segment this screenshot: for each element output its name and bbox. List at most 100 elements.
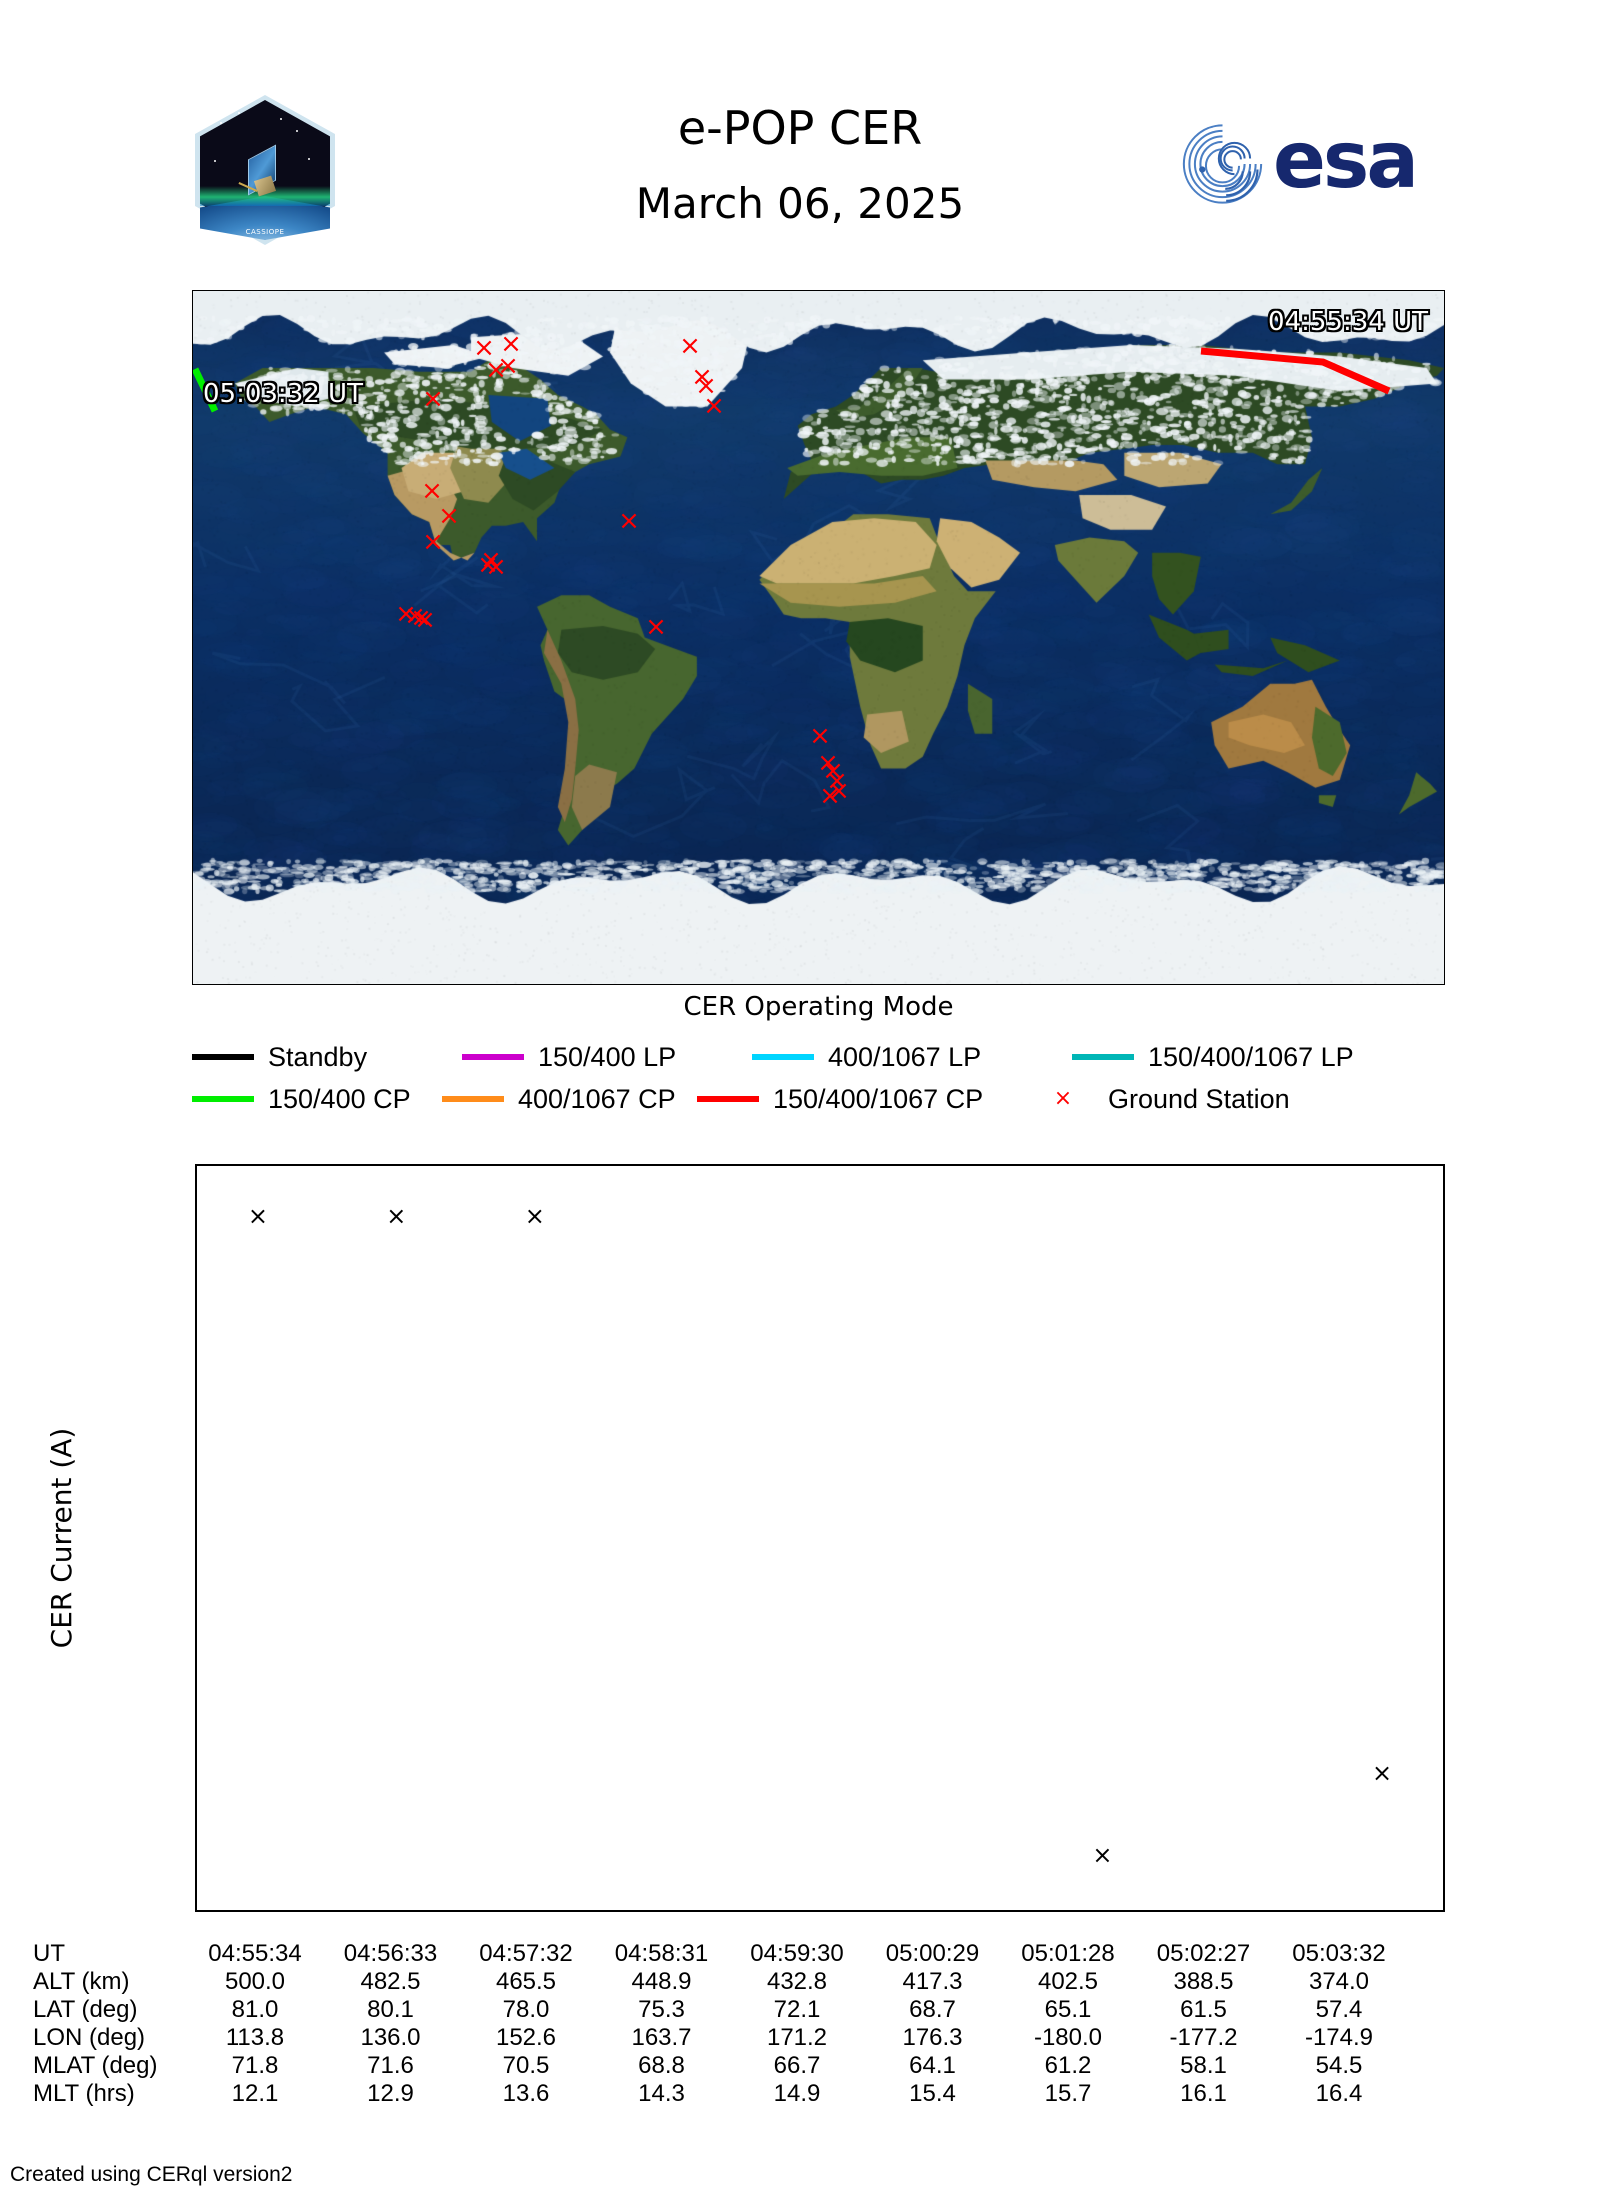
table-cell: 58.1 — [1129, 2052, 1279, 2080]
table-row: LON (deg) 113.8 136.0 152.6 163.7 171.2 176.3-… — [0, 2024, 1600, 2052]
legend-item-150-400-1067-cp[interactable]: 150/400/1067 CP — [697, 1082, 983, 1116]
scatter-point — [247, 1205, 269, 1227]
table-cell: 68.8 — [587, 2052, 737, 2080]
table-cell: 432.8 — [722, 1968, 872, 1996]
ground-station-marker: × — [809, 721, 831, 751]
table-cell: 14.3 — [587, 2080, 737, 2108]
table-cell: 68.7 — [858, 1996, 1008, 2024]
table-cell: 71.6 — [316, 2052, 466, 2080]
table-cell: 500.0 — [180, 1968, 330, 1996]
legend-row-2: 150/400 CP 400/1067 CP 150/400/1067 CP × Gro… — [192, 1082, 1452, 1116]
ground-station-marker: × — [500, 329, 522, 359]
patch-satellite-icon — [240, 152, 284, 196]
footer-credit: Created using CERql version2 — [10, 2163, 292, 2187]
table-cell: 113.8 — [180, 2024, 330, 2052]
table-cell: 78.0 — [451, 1996, 601, 2024]
legend-item-400-1067-lp[interactable]: 400/1067 LP — [752, 1040, 981, 1074]
legend-row-1: Standby 150/400 LP 400/1067 LP 150/400/1067… — [192, 1040, 1452, 1074]
legend-color-swatch — [462, 1054, 524, 1060]
legend-item-150-400-lp[interactable]: 150/400 LP — [462, 1040, 676, 1074]
table-cell: 14.9 — [722, 2080, 872, 2108]
cer-current-scatter-plot[interactable]: 0.350.400.450.500.55 — [195, 1164, 1445, 1912]
table-cell: 05:00:29 — [858, 1940, 1008, 1968]
patch-label: CASSIOPE — [200, 228, 330, 236]
table-cell: 16.4 — [1264, 2080, 1414, 2108]
world-map-panel[interactable]: × × × × × × × × × × × × × × × × × × × × × × × × × × × 04:55:34 UT … — [192, 290, 1445, 985]
table-cell: 15.4 — [858, 2080, 1008, 2108]
legend-color-swatch — [697, 1096, 759, 1102]
table-cell: -177.2 — [1129, 2024, 1279, 2052]
ground-station-marker: × — [703, 391, 725, 421]
page-date: March 06, 2025 — [400, 183, 1200, 225]
table-cell: 80.1 — [316, 1996, 466, 2024]
table-cell: 54.5 — [1264, 2052, 1414, 2080]
scatter-point — [1371, 1762, 1393, 1784]
orbit-track-segment-red — [1201, 351, 1389, 391]
table-cell: 163.7 — [587, 2024, 737, 2052]
orbit-end-time-label: 05:03:32 UT — [203, 379, 363, 409]
table-cell: 388.5 — [1129, 1968, 1279, 1996]
table-cell: 465.5 — [451, 1968, 601, 1996]
table-cell: 05:03:32 — [1264, 1940, 1414, 1968]
ground-station-marker: × — [618, 506, 640, 536]
scatter-point — [385, 1205, 407, 1227]
table-cell: 15.7 — [993, 2080, 1143, 2108]
ground-station-marker: × — [819, 781, 841, 811]
legend-label: Ground Station — [1108, 1084, 1290, 1115]
plot-data-area: 0.350.400.450.500.55 — [197, 1166, 1443, 1910]
table-cell: 136.0 — [316, 2024, 466, 2052]
y-axis-label: CER Current (A) — [45, 1428, 78, 1649]
table-cell: 04:55:34 — [180, 1940, 330, 1968]
table-cell: 04:59:30 — [722, 1940, 872, 1968]
legend-item-400-1067-cp[interactable]: 400/1067 CP — [442, 1082, 676, 1116]
ground-station-marker: × — [422, 527, 444, 557]
table-row: LAT (deg) 81.0 80.1 78.0 75.3 72.1 68.7 65.1 61.… — [0, 1996, 1600, 2024]
table-cell: 66.7 — [722, 2052, 872, 2080]
legend-item-150-400-cp[interactable]: 150/400 CP — [192, 1082, 411, 1116]
ground-station-marker: × — [480, 545, 502, 575]
table-row: UT 04:55:34 04:56:33 04:57:32 04:58:31 04:59:… — [0, 1940, 1600, 1968]
ground-station-marker: × — [414, 605, 436, 635]
table-cell: 81.0 — [180, 1996, 330, 2024]
cassiope-mission-patch-icon: CASSIOPE — [200, 100, 330, 240]
table-cell: 04:57:32 — [451, 1940, 601, 1968]
table-cell: 374.0 — [1264, 1968, 1414, 1996]
table-row-label: UT — [33, 1940, 65, 1968]
table-row-label: LAT (deg) — [33, 1996, 138, 2024]
legend-item-standby[interactable]: Standby — [192, 1040, 367, 1074]
table-row-label: LON (deg) — [33, 2024, 145, 2052]
ground-station-marker: × — [679, 331, 701, 361]
table-row-label: ALT (km) — [33, 1968, 129, 1996]
page-header: CASSIOPE e-POP CER March 06, 2025 — [0, 0, 1600, 270]
table-cell: 171.2 — [722, 2024, 872, 2052]
table-cell: 65.1 — [993, 1996, 1143, 2024]
table-cell: 05:02:27 — [1129, 1940, 1279, 1968]
legend-label: 150/400 LP — [538, 1042, 676, 1073]
legend-item-ground-station[interactable]: × Ground Station — [1032, 1082, 1290, 1116]
orbit-track-overlay: ×××× ××××××××××××××××××××××× — [193, 291, 1444, 984]
table-cell: 417.3 — [858, 1968, 1008, 1996]
table-cell: 402.5 — [993, 1968, 1143, 1996]
table-cell: -180.0 — [993, 2024, 1143, 2052]
table-cell: 05:01:28 — [993, 1940, 1143, 1968]
table-cell: 16.1 — [1129, 2080, 1279, 2108]
table-cell: 57.4 — [1264, 1996, 1414, 2024]
table-row: ALT (km) 500.0 482.5 465.5 448.9 432.8 417.3 40… — [0, 1968, 1600, 1996]
legend-item-150-400-1067-lp[interactable]: 150/400/1067 LP — [1072, 1040, 1354, 1074]
scatter-point — [1091, 1844, 1113, 1866]
table-cell: 71.8 — [180, 2052, 330, 2080]
table-cell: 13.6 — [451, 2080, 601, 2108]
table-cell: -174.9 — [1264, 2024, 1414, 2052]
ground-station-marker: × — [645, 612, 667, 642]
map-subtitle: CER Operating Mode — [192, 992, 1445, 1022]
table-cell: 75.3 — [587, 1996, 737, 2024]
esa-swirl-icon — [1175, 118, 1270, 210]
legend-label: 150/400/1067 CP — [773, 1084, 983, 1115]
table-cell: 176.3 — [858, 2024, 1008, 2052]
page-root: CASSIOPE e-POP CER March 06, 2025 — [0, 0, 1600, 2200]
table-cell: 72.1 — [722, 1996, 872, 2024]
orbit-start-time-label: 04:55:34 UT — [1268, 307, 1428, 337]
ground-station-marker: × — [422, 384, 444, 414]
table-cell: 04:56:33 — [316, 1940, 466, 1968]
page-title: e-POP CER — [400, 105, 1200, 151]
